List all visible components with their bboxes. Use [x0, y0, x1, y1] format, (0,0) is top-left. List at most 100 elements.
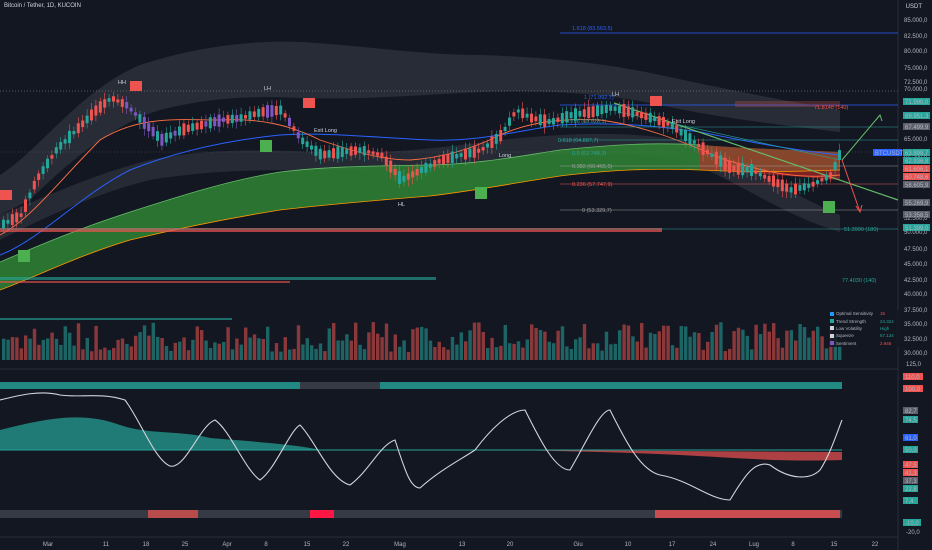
price-axis-label: 72.500,0	[904, 80, 928, 86]
volume-bar	[178, 341, 182, 360]
osc-tag	[903, 485, 918, 492]
candle-body	[706, 149, 709, 155]
candle-body	[2, 219, 5, 229]
currency-label[interactable]: USDT	[905, 4, 922, 10]
candle-body	[433, 160, 437, 167]
candle-body	[173, 130, 177, 136]
volume-bar	[24, 335, 28, 360]
osc-tag-text: 100,0	[905, 387, 921, 393]
candle-body	[107, 98, 111, 102]
candle-body	[327, 150, 331, 158]
candle-body	[411, 171, 415, 178]
candle-body	[789, 187, 793, 193]
candle-body	[763, 174, 767, 179]
volume-bar	[398, 346, 402, 360]
candle-body	[354, 146, 357, 155]
volume-bar	[464, 341, 468, 360]
volume-bar	[591, 343, 595, 360]
settings-value: 24.324	[880, 318, 894, 324]
price-tag-green	[903, 224, 930, 231]
volume-bar	[560, 326, 565, 360]
candle-body	[648, 112, 652, 123]
candle-body	[160, 133, 164, 146]
sell-signal-icon[interactable]	[650, 96, 662, 106]
volume-bar	[406, 351, 411, 360]
osc-tag	[903, 446, 918, 453]
osc-bottom-strip-red	[655, 510, 840, 518]
price-tag-red	[903, 173, 930, 180]
envelope-band	[0, 41, 840, 216]
volume-bar	[248, 337, 252, 360]
osc-tag-text: 37,3	[905, 479, 917, 485]
candle-body	[758, 172, 762, 177]
candle-body	[499, 130, 503, 142]
candle-body	[450, 151, 454, 164]
buy-signal-icon[interactable]	[823, 201, 835, 213]
osc-bottom-strip-red	[148, 510, 198, 518]
candle-body	[349, 146, 353, 156]
candle-body	[257, 108, 261, 117]
volume-bar	[776, 338, 780, 360]
candle-body	[670, 122, 674, 130]
candle-body	[494, 134, 498, 144]
candle-body	[261, 107, 265, 117]
candle-body	[270, 105, 274, 117]
support-zone	[0, 228, 662, 232]
osc-tag	[903, 407, 918, 414]
candle-body	[371, 151, 375, 155]
settings-label: Low Volatility	[836, 325, 863, 331]
candle-body	[90, 109, 93, 121]
price-axis-label: 45.000,0	[904, 262, 928, 268]
buy-signal-icon[interactable]	[260, 140, 272, 152]
osc-tag-text: 7,4	[905, 499, 914, 505]
candle-body	[736, 162, 740, 175]
candle-body	[574, 108, 577, 121]
osc-tag-text: 82,7	[905, 409, 917, 415]
candle-body	[600, 105, 604, 115]
sell-signal-icon[interactable]	[303, 98, 315, 108]
candle-body	[631, 107, 635, 118]
volume-bar	[68, 332, 72, 360]
candle-body	[164, 132, 168, 143]
volume-bar	[226, 327, 230, 360]
candle-body	[780, 179, 784, 192]
volume-bar	[402, 340, 406, 360]
settings-value: 2.946	[880, 340, 892, 346]
volume-bar	[15, 337, 19, 360]
sell-signal-icon[interactable]	[0, 190, 12, 200]
settings-row: Sentiment 2.946	[828, 340, 900, 347]
osc-line	[0, 392, 843, 501]
volume-bar	[147, 335, 151, 360]
candle-body	[446, 153, 450, 163]
candle-body	[204, 121, 208, 127]
time-axis-label: 17	[669, 542, 676, 548]
candle-body	[428, 163, 432, 168]
volume-bar	[411, 329, 415, 360]
candle-body	[741, 163, 745, 176]
volume-bar	[314, 348, 318, 360]
candle-body	[503, 126, 507, 132]
sell-signal-icon[interactable]	[130, 81, 142, 91]
time-axis-label: 20	[507, 542, 514, 548]
volume-bar	[741, 329, 745, 360]
volume-bar	[437, 341, 441, 360]
candle-body	[490, 136, 494, 148]
price-tag-gray	[903, 181, 930, 188]
time-axis-label: 15	[831, 542, 838, 548]
candle-body	[508, 117, 511, 126]
buy-signal-icon[interactable]	[475, 187, 487, 199]
candle-body	[389, 160, 393, 173]
price-tag-text: 71.990,0	[905, 100, 929, 106]
projection-up-arrowhead	[875, 113, 883, 122]
resistance-zone	[735, 101, 840, 107]
volume-bar	[208, 347, 213, 360]
level-label-low: 51.3990 (180)	[844, 227, 878, 233]
volume-bar	[239, 344, 243, 360]
price-tag-gray	[903, 211, 930, 218]
candle-body	[54, 147, 58, 154]
candle-body	[138, 114, 142, 123]
candle-body	[640, 111, 643, 119]
volume-bar	[173, 342, 177, 360]
buy-signal-icon[interactable]	[18, 250, 30, 262]
